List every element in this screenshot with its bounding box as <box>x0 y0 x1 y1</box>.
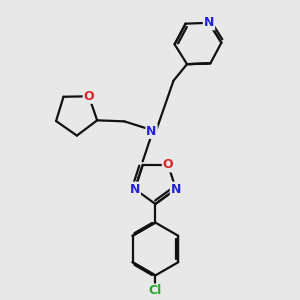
Text: N: N <box>130 183 140 196</box>
Text: O: O <box>84 90 94 103</box>
Text: N: N <box>146 125 157 138</box>
Text: O: O <box>163 158 173 171</box>
Text: N: N <box>204 16 214 29</box>
Text: N: N <box>171 183 181 196</box>
Text: Cl: Cl <box>149 284 162 298</box>
